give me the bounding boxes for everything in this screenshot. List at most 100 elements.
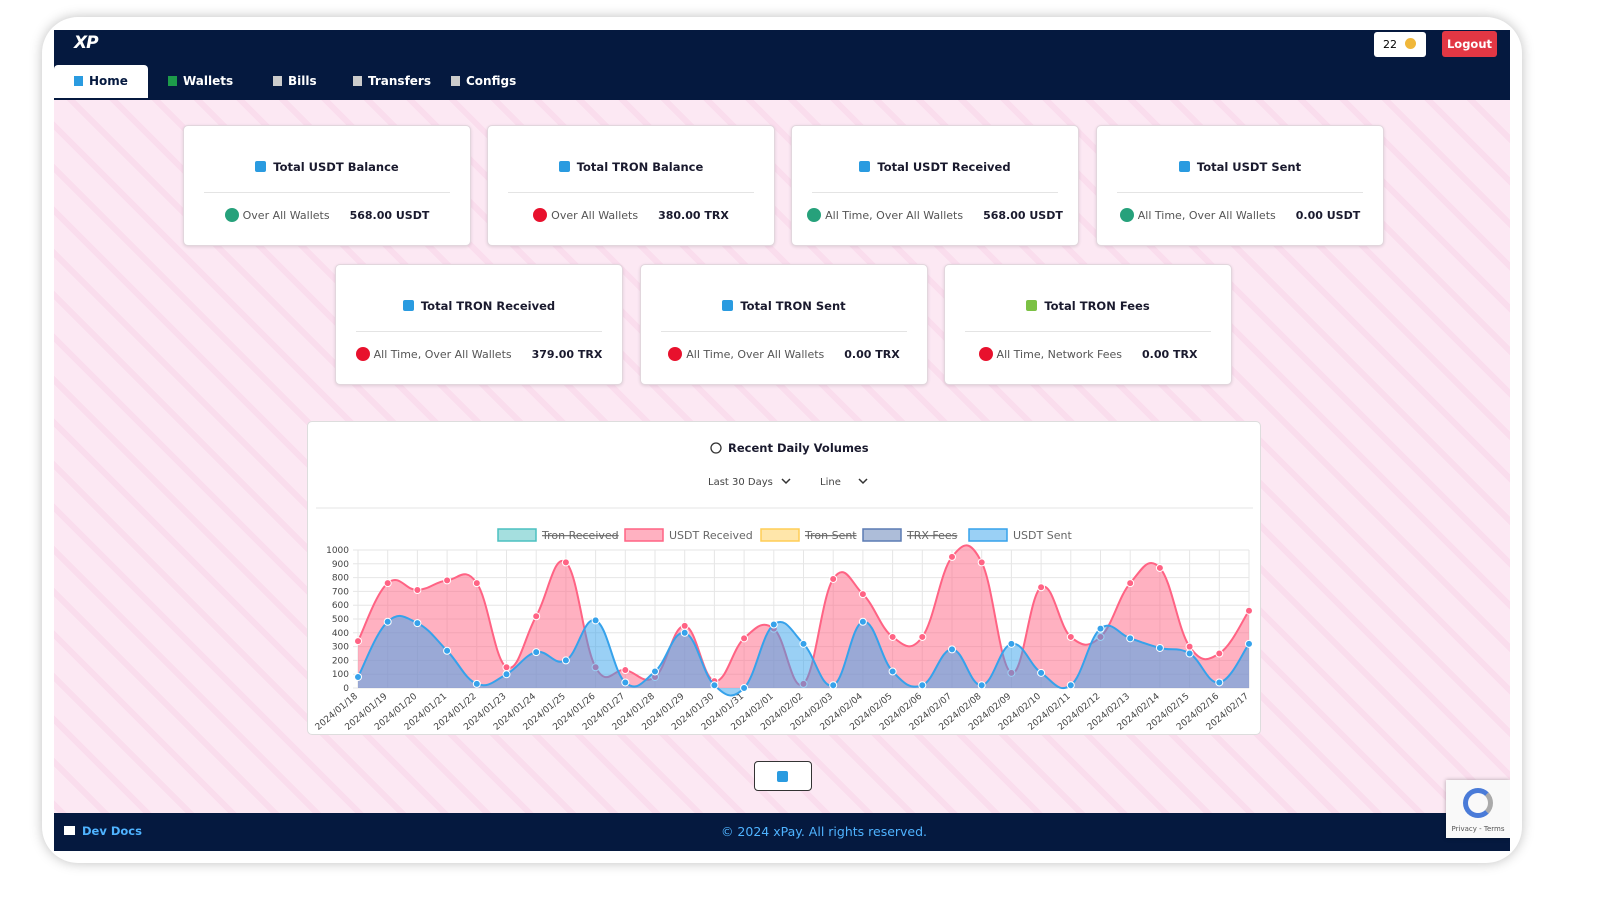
nav-tab[interactable]: Home xyxy=(54,65,148,98)
data-point xyxy=(354,637,362,646)
card-icon xyxy=(859,161,871,172)
data-point xyxy=(1155,563,1164,572)
app: XP Home Wallets Bills Transfers Configs 22 L… xyxy=(54,30,1510,851)
y-tick-label: 800 xyxy=(332,574,349,584)
data-point xyxy=(740,634,749,643)
data-point xyxy=(1037,668,1046,677)
data-point xyxy=(948,645,956,654)
coin-icon xyxy=(224,208,239,222)
data-point xyxy=(977,558,986,567)
card-title-text: Total USDT Balance xyxy=(273,160,399,174)
stat-card: Total USDT Sent All Time, Over All Wallet… xyxy=(1096,125,1384,246)
data-point xyxy=(1126,634,1135,643)
data-point xyxy=(561,656,570,665)
card-title-text: Total USDT Sent xyxy=(1196,160,1302,174)
nav-label: Configs xyxy=(466,74,517,88)
data-point xyxy=(769,620,778,629)
data-point xyxy=(1126,579,1135,588)
legend-label: USDT Sent xyxy=(1013,529,1072,542)
data-point xyxy=(829,574,838,583)
nav-icon xyxy=(168,76,177,86)
data-point xyxy=(829,681,838,690)
recaptcha[interactable]: Privacy - Terms xyxy=(1446,780,1510,838)
type-select: Line xyxy=(820,477,841,488)
data-point xyxy=(858,617,867,626)
card-title: Total USDT Balance xyxy=(184,160,470,174)
docs-icon xyxy=(64,826,75,835)
data-point xyxy=(680,621,689,630)
legend-label: TRX Fees xyxy=(906,529,958,542)
legend-label: Tron Sent xyxy=(804,529,857,542)
data-point xyxy=(1096,624,1105,633)
credit-badge[interactable]: 22 xyxy=(1374,32,1426,57)
legend-swatch xyxy=(760,528,800,542)
data-point xyxy=(710,681,719,690)
select-caret xyxy=(781,478,791,485)
y-tick-label: 100 xyxy=(332,670,349,680)
data-point xyxy=(918,632,927,641)
card-icon xyxy=(402,300,414,311)
divider xyxy=(508,192,754,193)
nav-icon xyxy=(451,76,460,86)
logo[interactable]: XP xyxy=(74,33,99,53)
data-point xyxy=(443,646,452,655)
card-value: 379.00 TRX xyxy=(531,348,603,361)
range-select: Last 30 Days xyxy=(708,477,773,488)
card-icon xyxy=(1178,161,1190,172)
logout-button[interactable]: Logout xyxy=(1442,31,1497,57)
data-point xyxy=(1185,642,1194,651)
card-value: 0.00 TRX xyxy=(844,348,900,361)
y-tick-label: 700 xyxy=(332,587,349,597)
nav-tab[interactable]: Transfers xyxy=(339,65,445,98)
data-point xyxy=(472,679,481,688)
card-icon xyxy=(558,161,570,172)
data-point xyxy=(472,579,481,588)
divider xyxy=(965,331,1211,332)
refresh-icon xyxy=(777,771,788,782)
copyright: © 2024 xPay. All rights reserved. xyxy=(720,824,928,839)
card-value: 380.00 TRX xyxy=(658,209,729,222)
data-point xyxy=(1007,639,1016,648)
divider xyxy=(661,331,907,332)
nav-tab[interactable]: Bills xyxy=(259,65,331,98)
nav-tab[interactable]: Wallets xyxy=(154,65,247,98)
data-point xyxy=(1066,681,1075,690)
nav-icon xyxy=(74,76,83,86)
card-subtitle: Over All Wallets xyxy=(551,209,639,222)
data-point xyxy=(591,616,600,625)
nav-label: Bills xyxy=(288,74,317,88)
coin-icon xyxy=(1119,208,1134,222)
refresh-button[interactable] xyxy=(754,761,812,791)
data-point xyxy=(1245,639,1253,648)
card-icon xyxy=(1026,300,1038,311)
nav-tab[interactable]: Configs xyxy=(437,65,530,98)
nav-label: Wallets xyxy=(183,74,234,88)
stat-card: Total USDT Received All Time, Over All Wa… xyxy=(791,125,1079,246)
card-subtitle: All Time, Over All Wallets xyxy=(825,209,964,222)
card-row: All Time, Over All Wallets 0.00 TRX xyxy=(641,347,927,361)
card-value: 0.00 TRX xyxy=(1142,348,1198,361)
legend-swatch xyxy=(968,528,1008,542)
dev-docs-link[interactable]: Dev Docs xyxy=(82,824,142,838)
card-title: Total TRON Received xyxy=(336,299,622,313)
stat-card: Total TRON Balance Over All Wallets 380.00… xyxy=(487,125,775,246)
card-subtitle: Over All Wallets xyxy=(242,209,330,222)
chart-card: Recent Daily Volumes Last 30 Days Line Tron… xyxy=(307,421,1261,735)
data-point xyxy=(888,667,897,676)
card-value: 0.00 USDT xyxy=(1295,209,1361,222)
nav-icon xyxy=(353,76,362,86)
data-point xyxy=(1215,649,1224,658)
badge-count: 22 xyxy=(1383,38,1397,51)
data-point xyxy=(502,670,511,679)
recaptcha-links[interactable]: Privacy - Terms xyxy=(1451,825,1505,833)
stat-card: Total TRON Received All Time, Over All Wa… xyxy=(335,264,623,385)
data-point xyxy=(1155,643,1164,652)
card-value: 568.00 USDT xyxy=(349,209,430,222)
divider xyxy=(1117,192,1363,193)
coin-icon xyxy=(533,208,548,222)
data-point xyxy=(948,552,956,561)
data-point xyxy=(651,667,659,676)
chart: Recent Daily Volumes Last 30 Days Line Tron… xyxy=(314,441,1253,733)
card-row: All Time, Over All Wallets 568.00 USDT xyxy=(792,208,1078,222)
